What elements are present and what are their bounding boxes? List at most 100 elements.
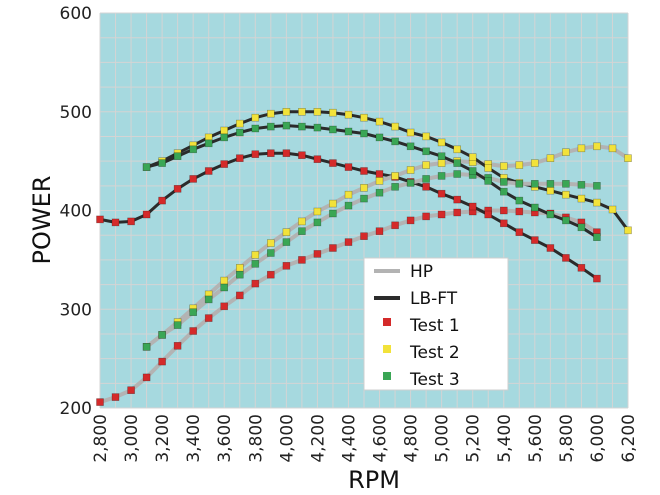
x-tick-label: 3,800: [246, 414, 266, 463]
data-point-test2: [624, 226, 632, 235]
data-point-test1: [530, 236, 539, 244]
data-point-test2: [298, 217, 306, 226]
data-point-test3: [329, 125, 337, 134]
data-point-test3: [453, 159, 462, 167]
data-point-test3: [173, 152, 182, 160]
data-point-test2: [236, 263, 244, 272]
data-point-test1: [282, 149, 291, 157]
data-point-test3: [453, 170, 462, 178]
data-point-test3: [515, 180, 524, 188]
data-point-test2: [344, 110, 353, 119]
data-point-test2: [546, 186, 555, 195]
data-point-test3: [360, 194, 368, 203]
data-point-test2: [422, 132, 430, 141]
data-point-test1: [220, 302, 228, 311]
data-point-test3: [173, 321, 182, 329]
data-point-test1: [298, 151, 306, 159]
y-tick-label: 200: [60, 399, 92, 419]
data-point-test3: [142, 163, 151, 171]
y-tick-label: 400: [60, 202, 92, 222]
x-tick-label: 3,200: [153, 414, 173, 463]
data-point-test2: [593, 198, 601, 207]
data-point-test3: [204, 139, 213, 148]
data-point-test3: [515, 196, 524, 205]
data-point-test3: [298, 227, 306, 235]
data-point-test3: [530, 203, 539, 212]
data-point-test2: [437, 159, 446, 167]
data-point-test2: [593, 142, 601, 151]
x-tick-label: 3,600: [215, 414, 235, 463]
data-point-test1: [111, 218, 120, 227]
x-tick-label: 5,600: [526, 414, 546, 463]
data-point-test1: [142, 373, 151, 382]
data-point-test3: [391, 183, 399, 191]
data-point-test1: [453, 195, 462, 204]
x-tick-label: 6,200: [619, 414, 639, 463]
x-tick-label: 4,200: [308, 414, 328, 463]
data-point-test3: [375, 188, 384, 197]
legend-swatch-test3: [383, 372, 391, 380]
data-point-test1: [360, 167, 368, 175]
data-point-test1: [329, 159, 337, 167]
x-tick-label: 6,000: [588, 414, 608, 463]
data-point-test3: [344, 127, 353, 136]
x-tick-label: 4,400: [339, 414, 359, 463]
data-point-test3: [577, 181, 586, 189]
x-tick-label: 2,800: [91, 414, 111, 463]
data-point-test1: [437, 189, 446, 198]
y-axis-tick-labels: 200 300 400 500 600: [60, 4, 92, 419]
data-point-test3: [484, 177, 493, 185]
data-point-test1: [173, 341, 182, 350]
x-tick-label: 5,000: [433, 414, 453, 463]
data-point-test1: [313, 250, 322, 258]
data-point-test3: [562, 216, 570, 225]
x-axis-title: RPM: [348, 466, 400, 494]
data-point-test1: [158, 196, 166, 205]
data-point-test2: [406, 166, 415, 174]
data-point-test1: [391, 221, 399, 230]
data-point-test2: [282, 108, 291, 116]
data-point-test2: [360, 184, 368, 192]
data-point-test2: [562, 148, 570, 156]
data-point-test1: [344, 238, 353, 246]
data-point-test2: [313, 108, 322, 116]
data-point-test1: [577, 263, 586, 272]
data-point-test1: [251, 150, 260, 158]
data-point-test1: [127, 217, 135, 226]
data-point-test3: [499, 187, 508, 196]
data-point-test3: [406, 179, 415, 187]
data-point-test1: [266, 149, 275, 157]
data-point-test3: [329, 209, 337, 218]
data-point-test2: [437, 138, 446, 147]
data-point-test1: [484, 210, 493, 219]
legend: HP LB-FT Test 1 Test 2 Test 3: [363, 257, 509, 391]
data-point-test3: [220, 283, 228, 292]
series-markers: [96, 108, 632, 406]
data-point-test1: [189, 327, 197, 335]
data-point-test1: [499, 206, 508, 215]
data-point-test3: [266, 122, 275, 131]
data-point-test1: [499, 219, 508, 228]
data-point-test1: [158, 357, 166, 366]
data-point-test2: [624, 154, 632, 162]
x-tick-label: 3,000: [122, 414, 142, 463]
data-point-test2: [546, 154, 555, 162]
data-point-test1: [344, 163, 353, 171]
data-point-test3: [251, 124, 260, 133]
data-point-test3: [577, 223, 586, 232]
x-tick-label: 5,400: [495, 414, 515, 463]
x-tick-label: 4,600: [371, 414, 391, 463]
data-point-test2: [329, 108, 337, 117]
x-tick-label: 5,200: [464, 414, 484, 463]
data-point-test1: [96, 398, 104, 406]
data-point-test3: [437, 172, 446, 180]
data-point-test2: [562, 190, 570, 199]
data-point-test1: [313, 155, 322, 163]
data-point-test1: [236, 291, 244, 300]
data-point-test1: [236, 154, 244, 162]
legend-swatch-test2: [383, 345, 391, 353]
data-point-test3: [422, 147, 430, 156]
data-point-test3: [189, 145, 197, 154]
data-point-test2: [251, 113, 260, 122]
